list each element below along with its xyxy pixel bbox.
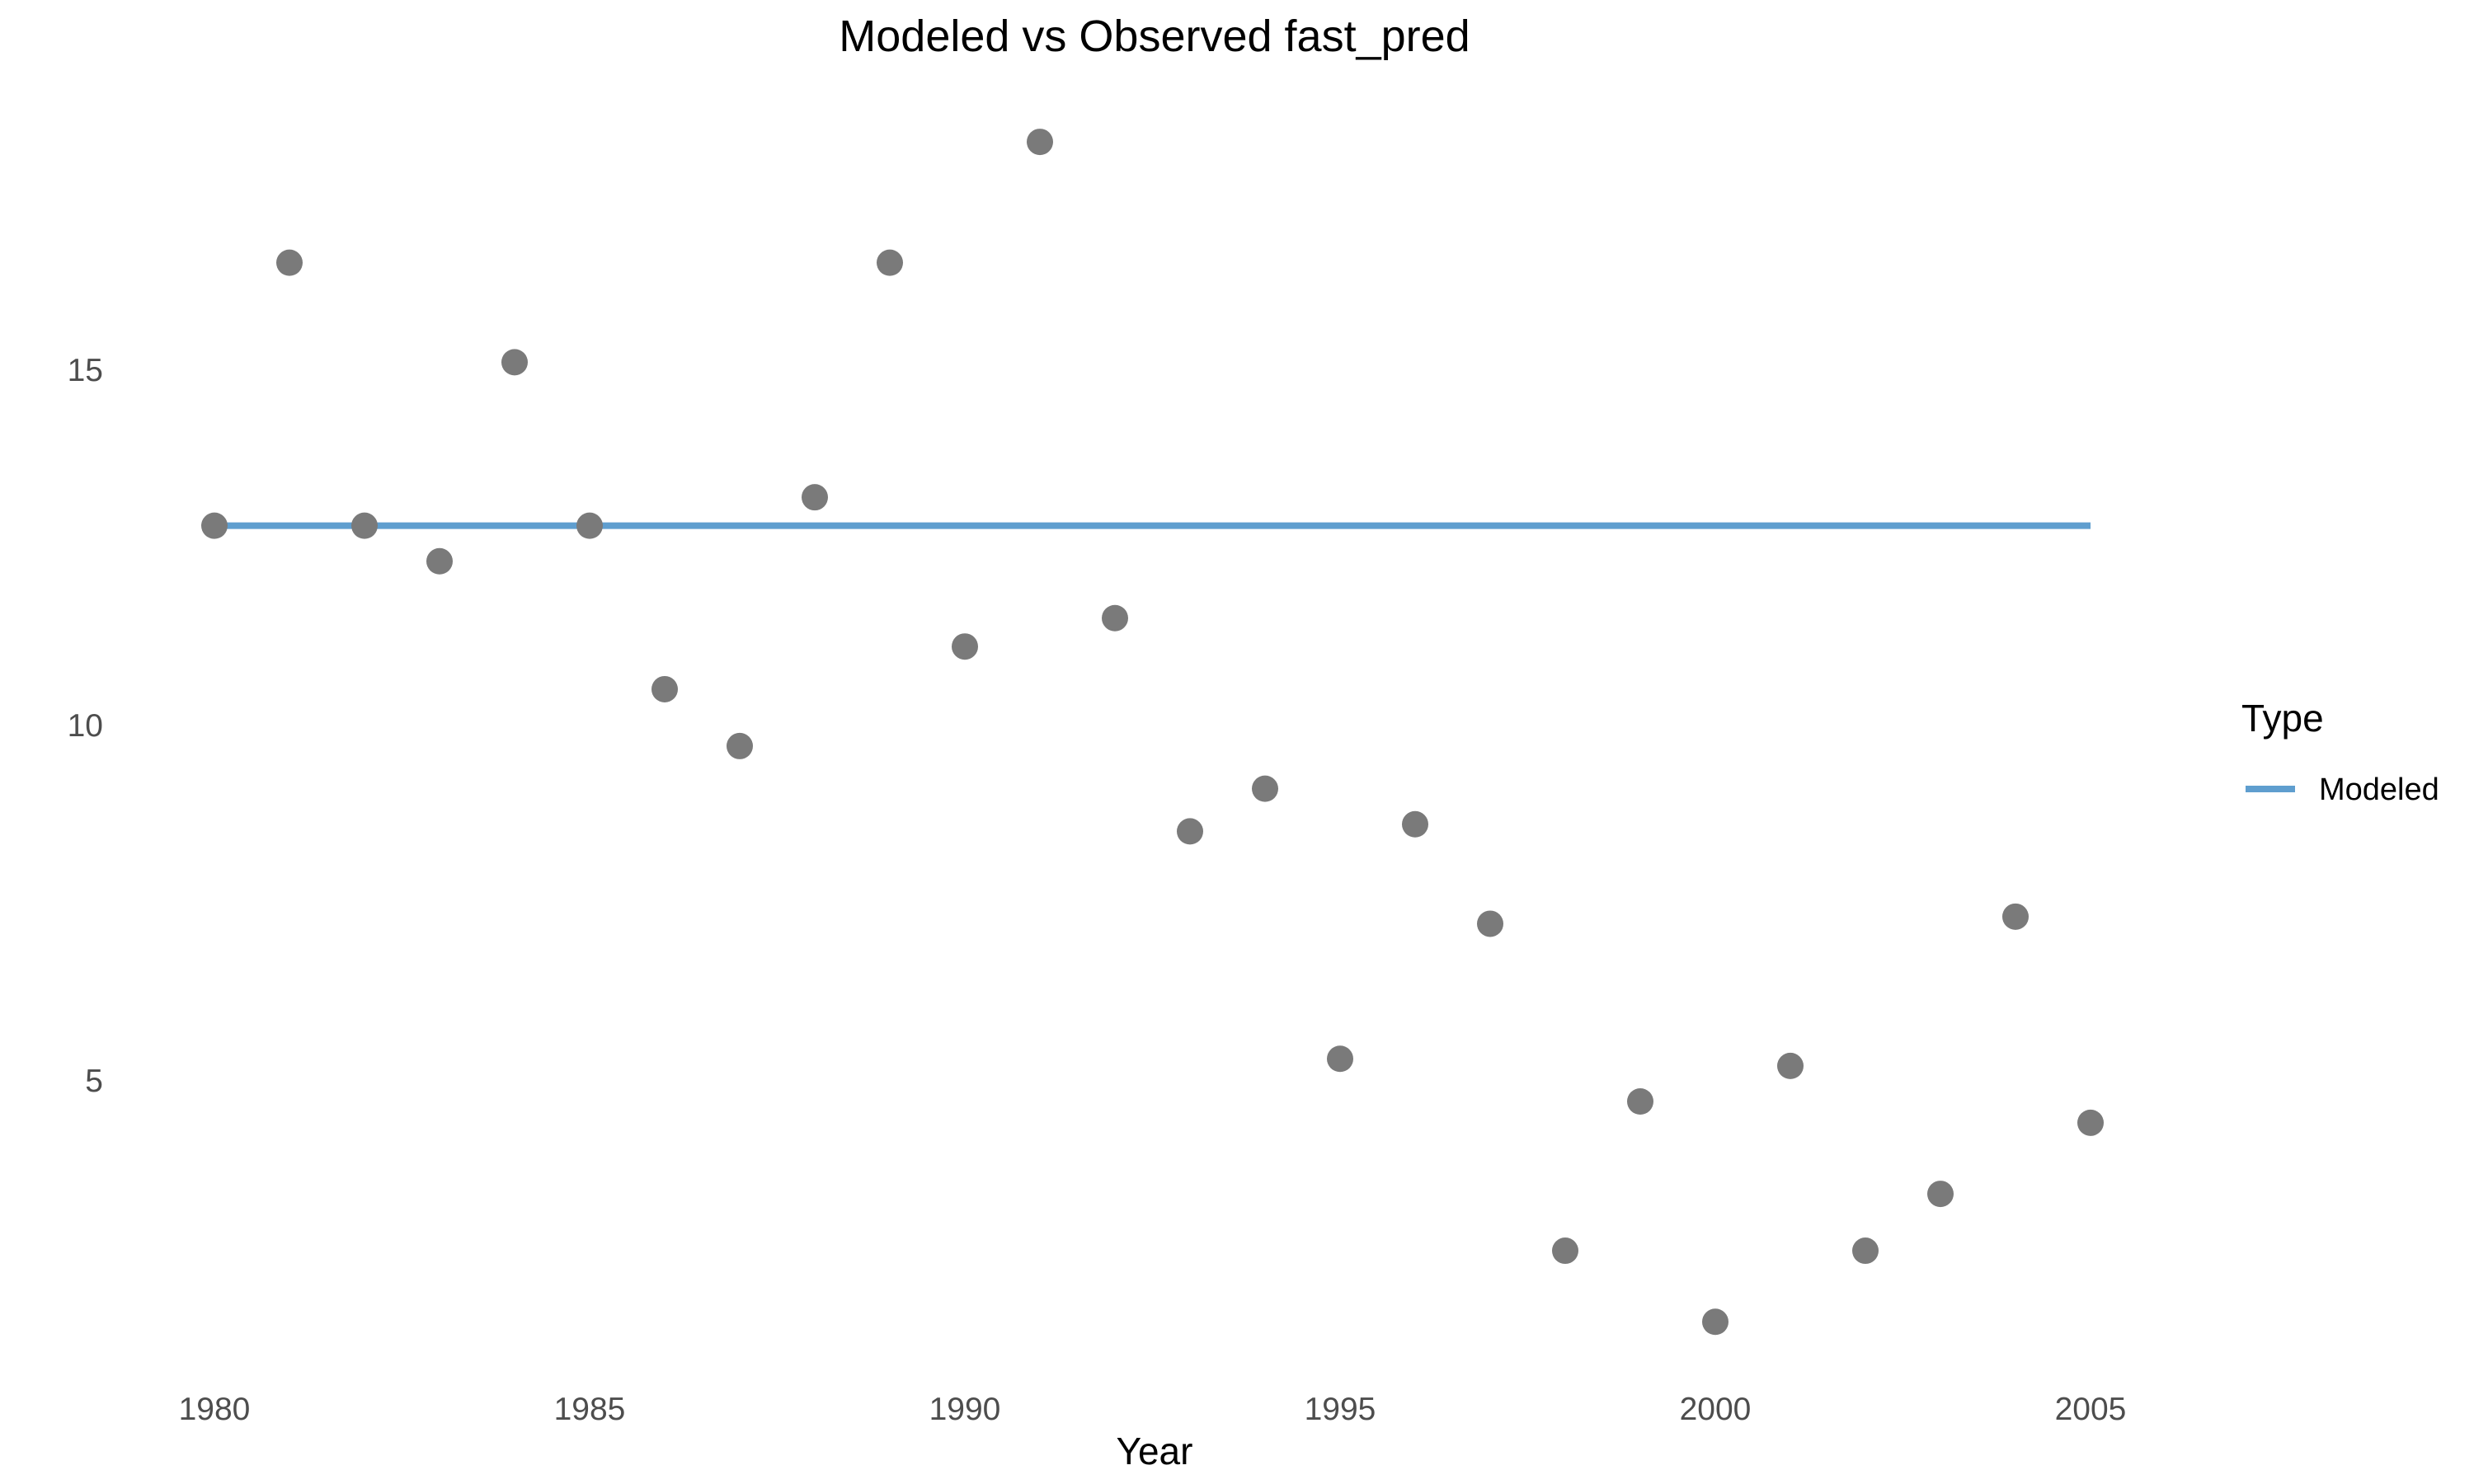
chart-title: Modeled vs Observed fast_pred — [839, 12, 1470, 61]
observed-point — [651, 675, 678, 702]
observed-point — [351, 512, 378, 539]
observed-point — [1852, 1237, 1879, 1265]
legend-entries: Modeled — [2246, 773, 2439, 807]
x-tick-label: 1985 — [554, 1392, 626, 1427]
y-tick-label: 10 — [68, 708, 103, 744]
observed-point — [1177, 818, 1203, 845]
y-axis-ticks: 5 10 15 — [68, 353, 103, 1099]
observed-point — [952, 633, 978, 660]
legend-label: Modeled — [2319, 773, 2439, 807]
observed-point — [1927, 1181, 1954, 1208]
y-tick-label: 5 — [85, 1064, 103, 1099]
legend-title: Type — [2241, 697, 2324, 740]
observed-point — [1402, 810, 1428, 838]
observed-point — [877, 249, 903, 276]
observed-point — [1477, 910, 1503, 937]
observed-point — [2002, 903, 2029, 930]
observed-point — [276, 249, 303, 276]
legend: Type Modeled — [2241, 697, 2439, 807]
observed-point — [1027, 129, 1053, 156]
observed-point — [1102, 604, 1128, 632]
observed-point — [1702, 1308, 1729, 1336]
observed-point — [1327, 1045, 1353, 1073]
observed-point — [576, 512, 603, 539]
x-tick-label: 2005 — [2055, 1392, 2127, 1427]
observed-point — [1552, 1237, 1578, 1265]
observed-point — [1627, 1088, 1653, 1115]
x-tick-label: 1995 — [1305, 1392, 1376, 1427]
y-tick-label: 15 — [68, 353, 103, 388]
observed-point — [1252, 775, 1278, 802]
observed-point — [727, 732, 753, 759]
x-tick-label: 2000 — [1680, 1392, 1752, 1427]
observed-point — [802, 484, 828, 511]
x-axis-label: Year — [1117, 1430, 1193, 1472]
observed-point — [1777, 1052, 1804, 1079]
observed-points — [201, 129, 2104, 1336]
x-tick-label: 1980 — [179, 1392, 251, 1427]
x-tick-label: 1990 — [929, 1392, 1001, 1427]
x-axis-ticks: 1980 1985 1990 1995 2000 2005 — [179, 1392, 2127, 1427]
observed-point — [501, 349, 528, 376]
observed-point — [201, 512, 228, 539]
observed-point — [426, 547, 453, 575]
observed-point — [2077, 1109, 2104, 1136]
